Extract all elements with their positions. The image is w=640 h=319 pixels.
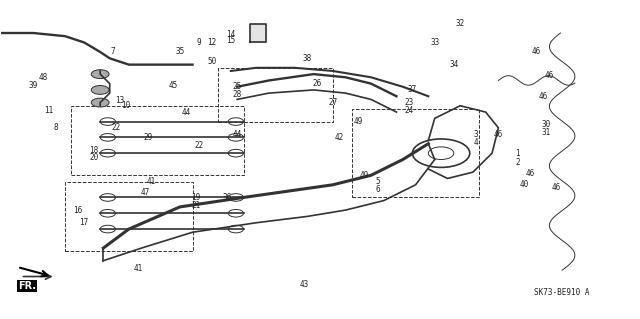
Text: 1: 1 xyxy=(515,149,520,158)
Text: 12: 12 xyxy=(207,38,216,47)
Text: 44: 44 xyxy=(232,130,242,139)
Text: 27: 27 xyxy=(328,98,337,107)
Text: 25: 25 xyxy=(232,82,242,91)
Text: 26: 26 xyxy=(312,79,321,88)
Text: 46: 46 xyxy=(538,92,548,101)
Text: 28: 28 xyxy=(232,90,242,99)
Text: 23: 23 xyxy=(404,98,414,107)
Text: 3: 3 xyxy=(474,130,479,139)
Text: 46: 46 xyxy=(545,71,554,80)
Text: 5: 5 xyxy=(375,177,380,186)
Text: 4: 4 xyxy=(474,137,479,147)
Text: 21: 21 xyxy=(191,201,200,210)
Text: 20: 20 xyxy=(89,153,99,162)
Text: 37: 37 xyxy=(408,85,417,94)
Text: 41: 41 xyxy=(147,177,156,186)
Text: 22: 22 xyxy=(195,141,204,150)
Text: 46: 46 xyxy=(494,130,503,139)
Text: 38: 38 xyxy=(303,54,312,63)
Text: 46: 46 xyxy=(525,169,535,178)
Text: 48: 48 xyxy=(38,73,47,82)
Text: 36: 36 xyxy=(223,193,232,202)
Text: 10: 10 xyxy=(121,101,131,110)
Text: FR.: FR. xyxy=(18,281,36,291)
Circle shape xyxy=(92,70,109,78)
Text: 30: 30 xyxy=(541,120,551,129)
Text: 15: 15 xyxy=(226,36,236,45)
Text: 22: 22 xyxy=(111,123,121,132)
Text: 33: 33 xyxy=(430,38,439,47)
Text: 19: 19 xyxy=(191,193,200,202)
Text: 16: 16 xyxy=(73,206,83,215)
Polygon shape xyxy=(250,24,266,42)
Text: 9: 9 xyxy=(196,38,201,47)
Text: 8: 8 xyxy=(53,123,58,132)
Text: 17: 17 xyxy=(79,218,89,227)
Text: 49: 49 xyxy=(360,171,369,180)
Text: FR.: FR. xyxy=(18,281,36,291)
Text: 43: 43 xyxy=(300,280,308,289)
Text: 24: 24 xyxy=(404,106,414,115)
Text: 46: 46 xyxy=(532,48,541,56)
Text: 13: 13 xyxy=(115,97,124,106)
Text: SK73-BE910 A: SK73-BE910 A xyxy=(534,288,590,297)
Text: 2: 2 xyxy=(515,158,520,167)
Text: 6: 6 xyxy=(375,185,380,194)
Text: 7: 7 xyxy=(111,48,115,56)
Circle shape xyxy=(92,85,109,94)
Text: 14: 14 xyxy=(226,30,236,39)
Text: 31: 31 xyxy=(541,128,551,137)
Circle shape xyxy=(92,98,109,107)
Text: 46: 46 xyxy=(551,183,561,192)
Text: 11: 11 xyxy=(45,106,54,115)
Text: 47: 47 xyxy=(140,188,149,197)
Text: 39: 39 xyxy=(29,81,38,90)
Text: 50: 50 xyxy=(207,57,216,66)
Text: 44: 44 xyxy=(182,108,191,116)
Text: 49: 49 xyxy=(354,117,363,126)
Text: 18: 18 xyxy=(89,145,99,154)
Text: 41: 41 xyxy=(134,264,143,273)
Text: 35: 35 xyxy=(175,48,184,56)
Text: 34: 34 xyxy=(449,60,458,69)
Text: 40: 40 xyxy=(519,180,529,189)
Text: 32: 32 xyxy=(456,19,465,28)
Text: 42: 42 xyxy=(335,133,344,142)
Text: 45: 45 xyxy=(169,81,178,90)
Text: 29: 29 xyxy=(143,133,152,142)
